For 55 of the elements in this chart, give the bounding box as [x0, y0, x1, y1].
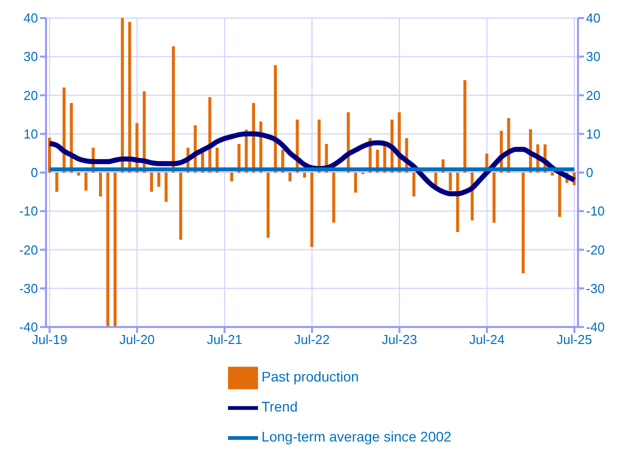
bar: [354, 172, 358, 193]
bar: [550, 172, 554, 176]
legend-label: Past production: [262, 368, 359, 385]
bar: [303, 172, 306, 178]
y-tick-label: -30: [19, 280, 38, 296]
bar: [266, 172, 270, 238]
legend-label: Long-term average since 2002: [262, 428, 452, 445]
y-tick-label: 0: [30, 165, 38, 180]
legend-label: Trend: [262, 398, 298, 415]
x-tick-label: Jul-20: [119, 332, 155, 348]
bar: [106, 172, 110, 327]
bar: [492, 172, 496, 223]
y2-tick-label: -10: [586, 204, 605, 219]
bar: [332, 172, 336, 223]
y-tick-label: 30: [24, 49, 38, 64]
bar: [99, 172, 102, 196]
x-tick-label: Jul-25: [556, 332, 592, 348]
bar: [150, 172, 154, 192]
y-tick-label: 10: [24, 126, 38, 142]
x-tick-label: Jul-22: [294, 332, 330, 348]
bar: [157, 172, 160, 187]
bar: [172, 46, 175, 172]
bar: [230, 172, 234, 182]
y-tick-label: -20: [19, 242, 38, 258]
bar: [463, 80, 466, 172]
x-tick-label: Jul-19: [32, 332, 68, 348]
bar: [288, 172, 292, 182]
y2-tick-label: -30: [586, 280, 605, 296]
y2-tick-label: 0: [586, 165, 594, 180]
y-tick-label: -10: [19, 204, 38, 219]
bar: [55, 172, 58, 192]
y-tick-label: -40: [19, 320, 38, 335]
bar: [84, 172, 88, 191]
bar: [77, 172, 80, 176]
y2-tick-label: 30: [586, 49, 600, 64]
y2-tick-label: -40: [586, 320, 605, 335]
y-tick-label: 40: [24, 10, 38, 26]
bar: [128, 22, 132, 172]
y2-tick-label: 20: [586, 88, 600, 103]
y2-tick-label: 10: [586, 126, 600, 142]
bar: [114, 172, 117, 327]
x-tick-label: Jul-23: [382, 332, 418, 348]
bar: [412, 172, 416, 196]
bar: [179, 172, 182, 240]
y2-tick-label: 40: [586, 10, 600, 26]
x-tick-label: Jul-24: [469, 332, 505, 348]
bar: [522, 172, 525, 274]
x-tick-label: Jul-21: [206, 332, 242, 348]
bar: [310, 172, 314, 248]
y2-tick-label: -20: [586, 242, 605, 258]
bar: [164, 172, 168, 202]
bar: [120, 18, 124, 172]
bar: [448, 172, 452, 191]
bar: [558, 172, 562, 217]
y-tick-label: 20: [24, 88, 38, 103]
